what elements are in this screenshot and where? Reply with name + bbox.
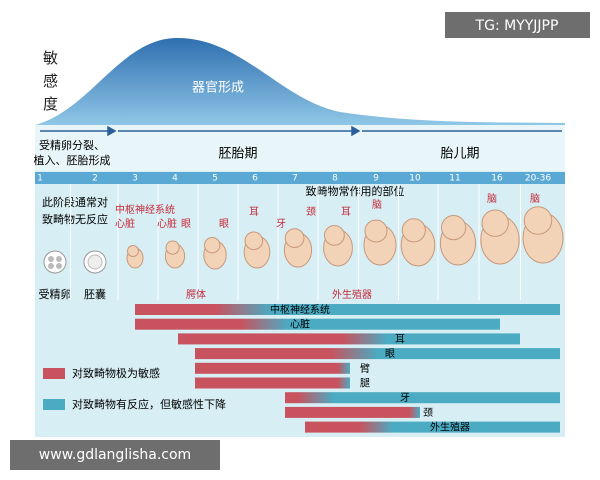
site-label: 耳 <box>341 206 351 218</box>
bar <box>195 348 560 360</box>
site-label: 心脏 <box>157 217 177 230</box>
site-label: 心脏 <box>115 217 135 230</box>
bar <box>195 377 350 389</box>
no-reaction: 此阶段通常对 <box>42 195 108 209</box>
bar <box>285 406 420 418</box>
embryo-head <box>481 209 509 237</box>
sensitivity-curve <box>35 37 565 125</box>
no-reaction: 致畸物无反应 <box>42 212 108 226</box>
week-label: 5 <box>212 174 218 184</box>
embryo-head <box>324 225 345 246</box>
embryo-head <box>364 219 388 243</box>
site-label: 脑 <box>487 192 497 205</box>
embryo-head <box>204 237 221 254</box>
period-early: 受精卵分裂、 <box>39 139 105 152</box>
legend-text: 对致畸物有反应，但敏感性下降 <box>72 397 226 411</box>
week-label: 20-36 <box>525 174 551 184</box>
embryo-head <box>284 228 305 248</box>
period-fetal: 胎儿期 <box>440 147 479 162</box>
axis-label: 敏感度 <box>41 50 59 119</box>
bar <box>195 362 350 374</box>
embryo-head <box>127 245 139 257</box>
week-label: 8 <box>332 174 338 184</box>
week-label: 9 <box>373 174 379 184</box>
week-label: 7 <box>292 174 298 184</box>
site-label: 中枢神经系统 <box>115 203 175 216</box>
stage-label: 受精卵 <box>39 288 72 301</box>
legend-swatch <box>43 399 65 410</box>
week-label: 2 <box>92 174 98 184</box>
site-label: 颈 <box>306 206 316 218</box>
bar-label: 眼 <box>385 348 395 360</box>
bar <box>305 421 560 433</box>
bar-label: 臂 <box>360 362 370 375</box>
watermark: TG: MYYJJPP <box>475 18 559 34</box>
site-label: 脑 <box>372 198 382 211</box>
bar <box>178 333 520 345</box>
background <box>35 125 565 437</box>
bar <box>285 392 560 404</box>
site-label: 眼 <box>219 218 229 230</box>
site-label: 腭体 <box>186 289 206 301</box>
period-arrows <box>40 125 562 137</box>
cells <box>43 250 107 274</box>
watermark-box <box>10 440 220 470</box>
bar-label: 外生殖器 <box>430 421 470 434</box>
website: www.gdlanglisha.com <box>39 447 191 463</box>
embryo-head <box>165 240 180 255</box>
week-label: 6 <box>252 174 258 184</box>
site-label: 牙 <box>276 218 286 230</box>
curve-label: 器官形成 <box>192 80 244 96</box>
stage-label: 胚囊 <box>84 287 106 301</box>
embryo-head <box>244 231 264 251</box>
embryo-head <box>523 206 553 235</box>
legend-swatch <box>43 368 65 379</box>
site-label: 外生殖器 <box>332 288 372 301</box>
week-label: 10 <box>409 174 421 184</box>
bar-label: 腿 <box>360 378 370 390</box>
period-embryo: 胚胎期 <box>218 147 257 162</box>
embryos <box>126 206 564 270</box>
week-row <box>35 172 565 184</box>
week-label: 4 <box>172 174 178 184</box>
watermark-box <box>445 12 590 38</box>
embryo-head <box>401 218 426 243</box>
week-label: 1 <box>37 174 43 184</box>
period-early: 植入、胚胎形成 <box>34 153 111 167</box>
bar-label: 中枢神经系统 <box>270 303 330 316</box>
legend-text: 对致畸物极为敏感 <box>72 366 160 380</box>
bar <box>135 318 500 330</box>
site-label: 眼 <box>181 218 191 230</box>
week-label: 16 <box>491 174 503 184</box>
site-label: 脑 <box>530 192 540 205</box>
week-label: 11 <box>449 174 460 184</box>
bar-label: 心脏 <box>290 318 310 331</box>
sites-title: 致畸物常作用的部位 <box>306 184 405 198</box>
bar-label: 牙 <box>400 392 410 404</box>
period-row <box>35 125 565 171</box>
bar <box>135 304 560 315</box>
bar-label: 耳 <box>395 333 405 345</box>
site-label: 耳 <box>249 206 259 218</box>
week-label: 3 <box>132 174 138 184</box>
embryo-head <box>441 215 467 241</box>
bar-label: 颈 <box>423 407 433 419</box>
